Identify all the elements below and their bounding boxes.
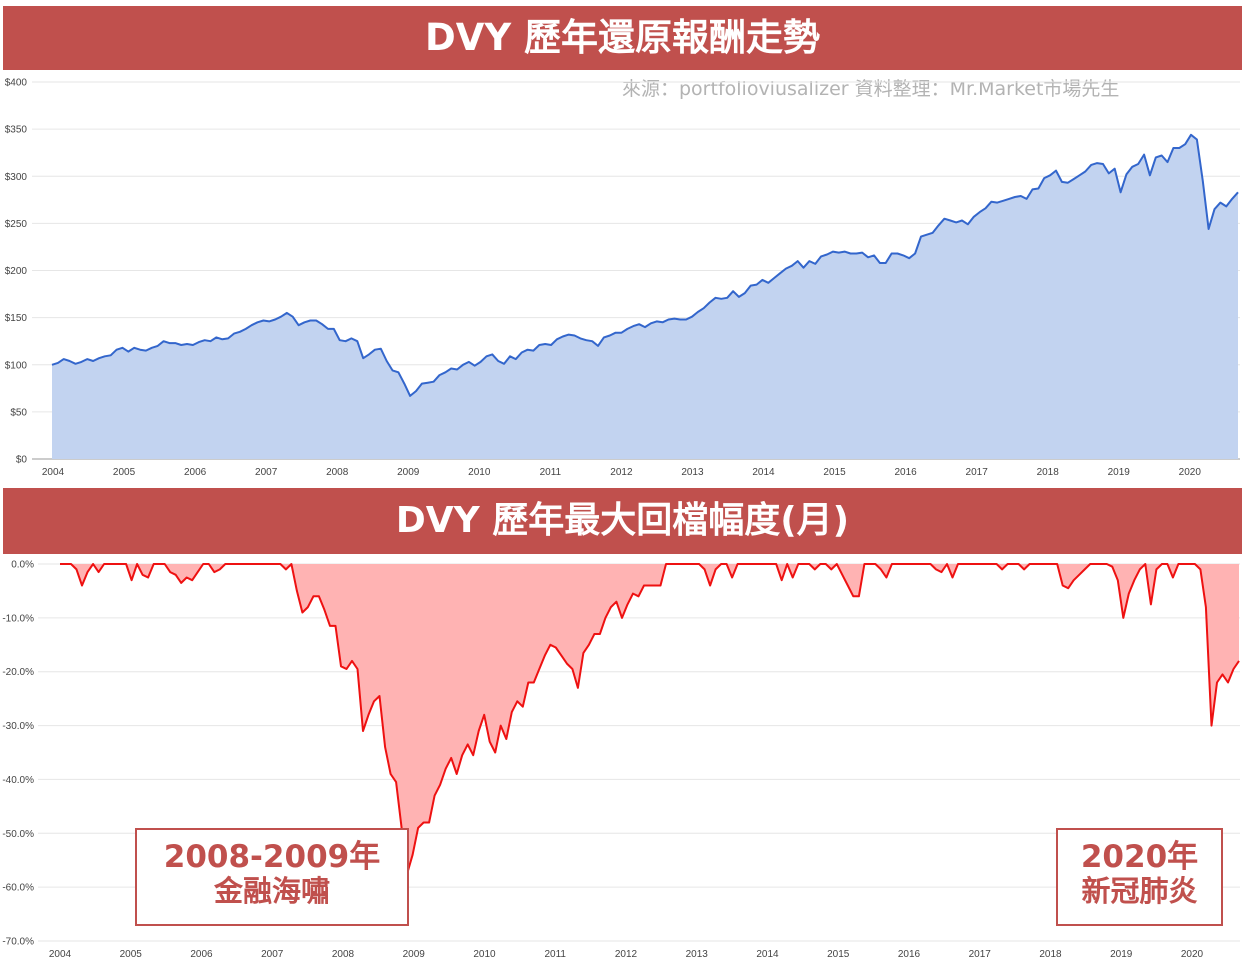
- y-tick-label: $350: [5, 125, 28, 136]
- callout-covid-label: 新冠肺炎: [1081, 874, 1198, 908]
- chart-title-drawdown: DVY 歷年最大回檔幅度(月): [3, 488, 1242, 554]
- drawdown-area-fill: [60, 564, 1239, 874]
- y-tick-label: -20.0%: [2, 667, 34, 678]
- x-tick-label: 2020: [1181, 949, 1204, 960]
- x-tick-label: 2004: [49, 949, 72, 960]
- x-tick-label: 2016: [898, 949, 921, 960]
- callout-financial-crisis-year: 2008-2009年: [163, 839, 381, 875]
- x-tick-label: 2013: [686, 949, 709, 960]
- y-tick-label: $250: [5, 219, 28, 230]
- source-note: 來源：portfolioviusalizer 資料整理：Mr.Market市場先…: [622, 78, 1120, 100]
- x-tick-label: 2017: [966, 467, 989, 478]
- x-tick-label: 2005: [113, 467, 136, 478]
- x-tick-label: 2012: [615, 949, 638, 960]
- x-tick-label: 2008: [332, 949, 355, 960]
- chart-title-returns: DVY 歷年還原報酬走勢: [3, 6, 1242, 70]
- y-tick-label: -50.0%: [2, 829, 34, 840]
- y-tick-label: -30.0%: [2, 721, 34, 732]
- y-tick-label: -40.0%: [2, 775, 34, 786]
- x-tick-label: 2014: [756, 949, 779, 960]
- x-tick-label: 2007: [261, 949, 284, 960]
- y-tick-label: -10.0%: [2, 613, 34, 624]
- y-tick-label: 0.0%: [11, 560, 34, 571]
- y-tick-label: -60.0%: [2, 883, 34, 894]
- x-tick-label: 2020: [1179, 467, 1202, 478]
- x-tick-label: 2015: [827, 949, 850, 960]
- x-tick-label: 2008: [326, 467, 349, 478]
- callout-financial-crisis: 2008-2009年 金融海嘯: [135, 828, 409, 926]
- x-tick-label: 2007: [255, 467, 278, 478]
- y-tick-label: -70.0%: [2, 937, 34, 948]
- callout-financial-crisis-label: 金融海嘯: [213, 874, 330, 908]
- y-tick-label: $400: [5, 78, 28, 89]
- x-tick-label: 2009: [397, 467, 420, 478]
- x-tick-label: 2019: [1108, 467, 1131, 478]
- callout-covid: 2020年 新冠肺炎: [1056, 828, 1223, 926]
- y-tick-label: $200: [5, 266, 28, 277]
- y-tick-label: $150: [5, 313, 28, 324]
- x-tick-label: 2018: [1039, 949, 1062, 960]
- x-tick-label: 2011: [544, 949, 566, 960]
- x-tick-label: 2011: [540, 467, 562, 478]
- returns-line: [51, 133, 1239, 397]
- x-tick-label: 2018: [1037, 467, 1060, 478]
- x-tick-label: 2006: [184, 467, 207, 478]
- y-tick-label: $0: [16, 455, 28, 466]
- x-tick-label: 2017: [969, 949, 992, 960]
- y-tick-label: $300: [5, 172, 28, 183]
- returns-area-fill: [52, 134, 1238, 460]
- x-tick-label: 2013: [681, 467, 704, 478]
- x-tick-label: 2010: [468, 467, 491, 478]
- x-tick-label: 2014: [752, 467, 775, 478]
- y-tick-label: $100: [5, 360, 28, 371]
- x-tick-label: 2004: [42, 467, 65, 478]
- x-tick-label: 2006: [190, 949, 213, 960]
- callout-covid-year: 2020年: [1080, 839, 1199, 875]
- x-tick-label: 2009: [403, 949, 426, 960]
- x-tick-label: 2016: [894, 467, 917, 478]
- x-tick-label: 2010: [473, 949, 496, 960]
- x-tick-label: 2012: [610, 467, 633, 478]
- x-tick-label: 2015: [823, 467, 846, 478]
- drawdown-line: [60, 563, 1240, 875]
- x-tick-label: 2005: [120, 949, 143, 960]
- x-tick-label: 2019: [1110, 949, 1133, 960]
- y-tick-label: $50: [10, 407, 27, 418]
